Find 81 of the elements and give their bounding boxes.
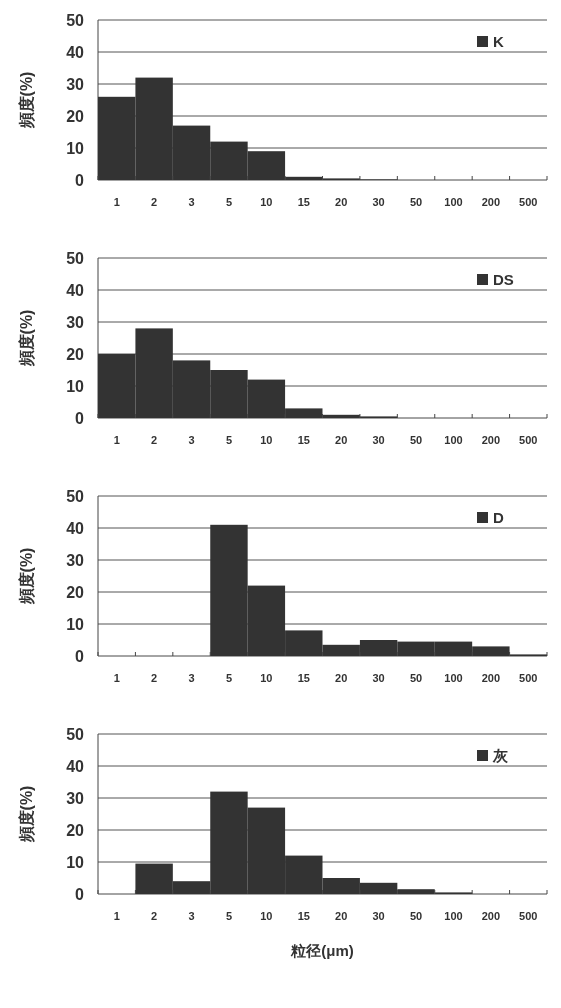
x-tick-label: 100 xyxy=(444,672,463,684)
y-tick-label: 40 xyxy=(66,43,85,61)
x-tick-label: 3 xyxy=(188,434,195,446)
y-tick-label: 50 xyxy=(66,11,85,29)
x-tick-label: 1 xyxy=(113,196,120,208)
x-tick-label: 15 xyxy=(297,434,310,446)
y-tick-label: 0 xyxy=(75,171,85,189)
x-tick-label: 20 xyxy=(335,910,348,922)
legend-label: D xyxy=(493,509,504,527)
x-tick-label: 15 xyxy=(297,672,310,684)
x-tick-label: 15 xyxy=(297,196,310,208)
x-tick-label: 200 xyxy=(481,672,501,684)
x-tick-label: 5 xyxy=(225,196,233,208)
legend-label: DS xyxy=(493,271,514,289)
y-tick-label: 10 xyxy=(66,615,85,633)
x-tick-label: 2 xyxy=(151,672,158,684)
y-tick-label: 40 xyxy=(66,281,85,299)
x-tick-label: 50 xyxy=(409,910,423,922)
y-tick-label: 30 xyxy=(66,75,85,93)
x-tick-label: 3 xyxy=(188,196,195,208)
y-tick-label: 40 xyxy=(66,757,85,775)
x-tick-label: 10 xyxy=(260,434,273,446)
y-tick-label: 50 xyxy=(66,487,85,505)
y-tick-label: 30 xyxy=(66,313,85,331)
x-tick-label: 10 xyxy=(260,672,273,684)
x-tick-label: 200 xyxy=(481,434,501,446)
x-tick-label: 20 xyxy=(335,434,348,446)
y-axis-title: 頻度(%) xyxy=(17,547,36,606)
x-tick-label: 50 xyxy=(409,672,423,684)
x-tick-label: 10 xyxy=(260,196,273,208)
x-tick-label: 2 xyxy=(151,434,158,446)
x-tick-label: 5 xyxy=(225,434,233,446)
x-tick-label: 50 xyxy=(409,196,423,208)
y-tick-label: 10 xyxy=(66,377,85,395)
x-tick-label: 10 xyxy=(260,910,273,922)
x-tick-label: 500 xyxy=(519,672,538,684)
x-tick-label: 3 xyxy=(188,910,195,922)
x-tick-label: 100 xyxy=(444,196,463,208)
x-tick-label: 1 xyxy=(113,434,120,446)
x-axis-title: 粒径(μm) xyxy=(290,942,354,959)
x-tick-label: 100 xyxy=(444,434,463,446)
x-tick-label: 200 xyxy=(481,196,501,208)
y-tick-label: 50 xyxy=(66,249,85,267)
x-tick-label: 30 xyxy=(372,672,385,684)
y-tick-label: 30 xyxy=(66,789,85,807)
y-tick-label: 0 xyxy=(75,647,85,665)
x-tick-label: 5 xyxy=(225,672,233,684)
x-tick-label: 200 xyxy=(481,910,501,922)
x-tick-label: 500 xyxy=(519,910,538,922)
y-tick-label: 0 xyxy=(75,409,85,427)
x-tick-label: 100 xyxy=(444,910,463,922)
legend-label: K xyxy=(493,33,504,51)
y-tick-label: 20 xyxy=(66,821,85,839)
x-tick-label: 5 xyxy=(225,910,233,922)
y-tick-label: 0 xyxy=(75,885,85,903)
y-tick-label: 40 xyxy=(66,519,85,537)
y-tick-label: 10 xyxy=(66,853,85,871)
x-tick-label: 30 xyxy=(372,196,385,208)
y-tick-label: 50 xyxy=(66,725,85,743)
y-axis-title: 頻度(%) xyxy=(17,71,36,130)
x-tick-label: 500 xyxy=(519,434,538,446)
x-tick-label: 500 xyxy=(519,196,538,208)
y-axis-title: 頻度(%) xyxy=(17,309,36,368)
y-tick-label: 10 xyxy=(66,139,85,157)
x-tick-label: 2 xyxy=(151,196,158,208)
x-tick-label: 20 xyxy=(335,196,348,208)
y-tick-label: 20 xyxy=(66,345,85,363)
x-tick-label: 2 xyxy=(151,910,158,922)
x-tick-label: 30 xyxy=(372,910,385,922)
legend-label: 灰 xyxy=(492,747,509,765)
x-tick-label: 1 xyxy=(113,910,120,922)
y-tick-label: 30 xyxy=(66,551,85,569)
x-tick-label: 20 xyxy=(335,672,348,684)
y-tick-label: 20 xyxy=(66,107,85,125)
x-tick-label: 30 xyxy=(372,434,385,446)
x-tick-label: 15 xyxy=(297,910,310,922)
x-tick-label: 50 xyxy=(409,434,423,446)
x-tick-label: 1 xyxy=(113,672,120,684)
y-axis-title: 頻度(%) xyxy=(17,785,36,844)
y-tick-label: 20 xyxy=(66,583,85,601)
x-tick-label: 3 xyxy=(188,672,195,684)
